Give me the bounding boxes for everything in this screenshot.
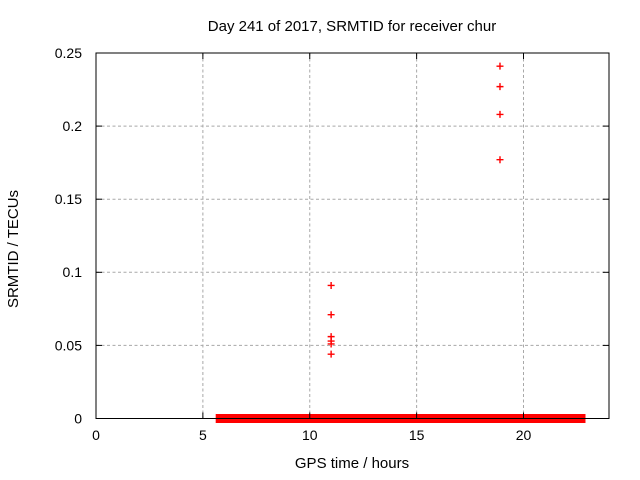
x-tick-label: 0 bbox=[92, 427, 100, 443]
tick-labels: 0 5 10 15 20 0 0.05 0.1 0.15 0.2 0.25 bbox=[55, 45, 532, 443]
chart-title: Day 241 of 2017, SRMTID for receiver chu… bbox=[208, 18, 496, 35]
data-point-marker bbox=[327, 350, 335, 358]
data-point-marker bbox=[496, 110, 504, 118]
y-tick-label: 0.25 bbox=[55, 45, 82, 61]
data-point-marker bbox=[496, 83, 504, 91]
data-points-layer bbox=[327, 62, 504, 358]
x-tick-label: 5 bbox=[199, 427, 207, 443]
y-tick-label: 0.05 bbox=[55, 337, 82, 353]
data-point-marker bbox=[327, 311, 335, 319]
data-point-marker bbox=[327, 281, 335, 289]
x-tick-label: 10 bbox=[302, 427, 318, 443]
data-point-marker bbox=[496, 62, 504, 70]
data-point-marker bbox=[496, 156, 504, 164]
y-tick-label: 0.1 bbox=[63, 264, 83, 280]
plot-border bbox=[95, 52, 610, 419]
gridlines bbox=[96, 53, 609, 419]
y-tick-label: 0.2 bbox=[63, 118, 83, 134]
x-axis-label: GPS time / hours bbox=[295, 455, 409, 472]
x-tick-label: 20 bbox=[516, 427, 532, 443]
y-axis-label: SRMTID / TECUs bbox=[5, 190, 22, 308]
data-point-marker bbox=[327, 340, 335, 348]
tick-marks bbox=[95, 52, 609, 419]
x-tick-label: 15 bbox=[409, 427, 425, 443]
y-tick-label: 0 bbox=[74, 410, 82, 426]
plot-border-layer bbox=[95, 52, 610, 419]
y-tick-label: 0.15 bbox=[55, 191, 82, 207]
